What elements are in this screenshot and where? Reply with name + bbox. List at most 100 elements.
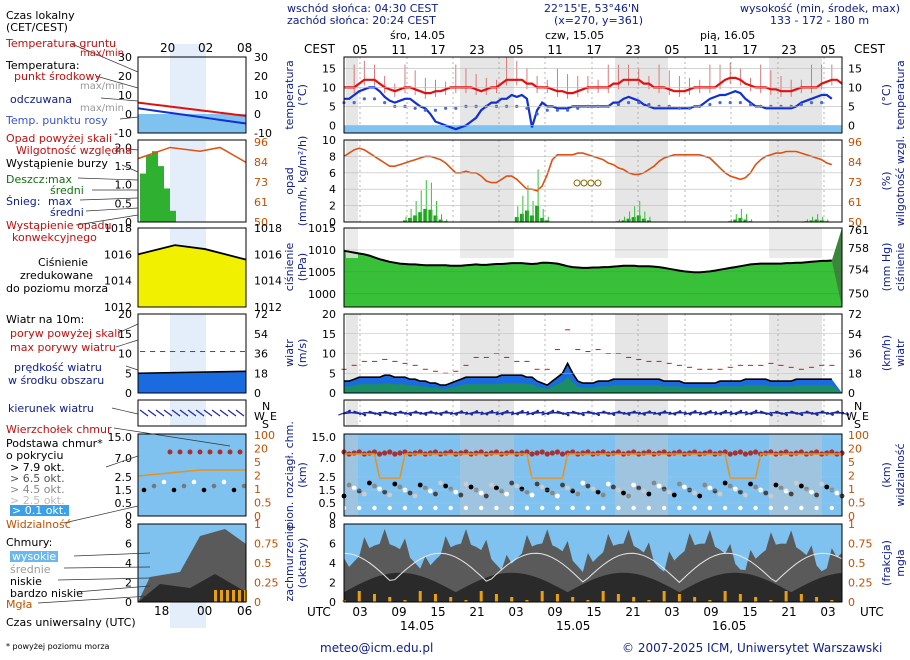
cloud-base-dot — [346, 482, 352, 488]
dewpoint-point — [454, 106, 458, 110]
cloud-top-dot — [610, 450, 616, 456]
cloud-base-dot — [483, 493, 489, 499]
pressure-line — [343, 249, 832, 274]
wind-arrow — [353, 410, 366, 416]
cloud-base-dot — [692, 490, 698, 496]
dewpoint-point — [820, 101, 824, 105]
axis-title-left: zachmurzenie — [283, 524, 296, 601]
legend-cl-tick: 0.5 — [115, 497, 133, 510]
cloud-low-dot — [387, 505, 392, 511]
legend-local-time: Czas lokalny — [6, 9, 75, 22]
legend-cloud-base-1: Podstawa chmur* — [6, 437, 103, 450]
cloud-low-dot — [799, 505, 804, 511]
cloud-low-dot — [722, 505, 728, 511]
dewpoint-point — [616, 102, 621, 107]
wind-arrow-head — [582, 413, 585, 417]
cloud-top-dot — [763, 450, 769, 456]
cloud-base-dot — [626, 493, 631, 499]
legend-wind-arrow — [203, 409, 213, 417]
cloud-base-dot — [407, 490, 413, 496]
legend-temp-tick-left: 10 — [118, 89, 132, 102]
cloud-low-dot — [631, 505, 636, 511]
cest-label-left: CEST — [304, 42, 335, 56]
fog-bar — [449, 597, 453, 602]
cloud-base-dot — [438, 480, 443, 486]
wind-arrow-head — [800, 413, 804, 417]
prec-ytick-left: 0 — [329, 216, 336, 229]
cloud-low-dot — [448, 505, 453, 511]
cloud-base-dot — [819, 481, 825, 487]
fog-bar — [464, 600, 468, 602]
coords-text: 22°15'E, 53°46'N — [544, 2, 640, 15]
day-bottom-1: 14.05 — [400, 619, 435, 633]
local-hour-label: 11 — [391, 43, 406, 57]
legend-vis-tick: 0.5 — [254, 497, 272, 510]
cloud-top-dot — [387, 449, 393, 455]
wind-arrow-head — [658, 413, 662, 416]
dewpoint-point — [647, 102, 651, 107]
cloud-top-dot — [382, 450, 388, 456]
legend-cloud-base-dot — [151, 483, 157, 489]
wind-arrow — [587, 410, 599, 416]
visibility-line — [344, 453, 842, 479]
cloud-top-dot — [539, 449, 545, 455]
cloud-low-dot — [494, 505, 499, 511]
convective-marker — [573, 179, 581, 187]
legend-gust-over: poryw powyżej skali — [10, 327, 121, 340]
wind-arrow — [632, 410, 645, 416]
legend-pressure-1: Ciśnienie — [38, 256, 89, 269]
legend-snow-max: max — [48, 195, 72, 208]
legend-maxmin-gray: max/min — [80, 81, 125, 92]
email-link[interactable]: meteo@icm.edu.pl — [320, 641, 434, 655]
cloud-low-dot — [509, 505, 514, 511]
cloud-base-dot — [534, 481, 540, 487]
axis-title-right-unit: (frakcja) — [880, 540, 893, 586]
night-band — [769, 228, 822, 258]
cloud-top-dot — [595, 450, 601, 456]
cloud-base-dot — [377, 486, 382, 492]
cloud-top-dot — [737, 449, 743, 455]
wind-arrow-head — [627, 413, 631, 416]
cloud-base-dot — [494, 485, 499, 491]
cloud-base-dot — [509, 480, 515, 486]
legend-wind-tick-left: 5 — [125, 367, 132, 380]
cloud-base-dot — [702, 482, 708, 488]
wind-arrow — [368, 410, 381, 416]
rain-mean-bar — [530, 215, 535, 222]
prec-ytick-left: 6 — [329, 167, 336, 180]
rain-mean-bar — [524, 210, 529, 222]
grid-text: (x=270, y=361) — [554, 14, 644, 27]
legend-rain-bar — [146, 154, 152, 222]
legend-temp-tick-left: -10 — [114, 127, 132, 140]
legend-leader-line — [63, 505, 139, 524]
legend-temp-tick-right: 10 — [254, 89, 268, 102]
pres-ytick-left: 1005 — [308, 266, 336, 279]
sunset-text: zachód słońca: 20:24 CEST — [287, 14, 436, 27]
legend-vis-tick: 20 — [254, 443, 268, 456]
cloud-base-dot — [717, 491, 723, 497]
rain-mean-bar — [641, 218, 646, 222]
cloud-sky — [344, 434, 842, 516]
cl-ytick-right: 5 — [848, 456, 855, 469]
wind-arrow — [617, 410, 630, 416]
cl-ytick-right: 2 — [848, 470, 855, 483]
cloud-base-dot — [372, 483, 377, 489]
rain-mean-bar — [626, 218, 631, 222]
cloud-low-dot — [433, 505, 438, 511]
cloud-top-dot — [753, 449, 759, 455]
cloud-top-dot — [625, 450, 632, 456]
fog-bar — [372, 594, 376, 602]
local-hour-label: 11 — [703, 43, 718, 57]
wind-arrow — [541, 410, 554, 416]
cloud-base-dot — [422, 485, 428, 491]
fog-bar — [357, 591, 361, 602]
axis-title-left-unit: (oktanty) — [296, 538, 309, 589]
dewpoint-point — [799, 102, 803, 107]
compass-letter: E — [862, 410, 869, 423]
cloud-low-dot — [479, 505, 484, 511]
panel-border — [343, 523, 843, 603]
legend-day-band-top — [170, 44, 206, 57]
dewpoint-point — [444, 106, 448, 110]
cloud-low-dot — [418, 505, 423, 511]
cloud-base-dot — [565, 485, 570, 491]
